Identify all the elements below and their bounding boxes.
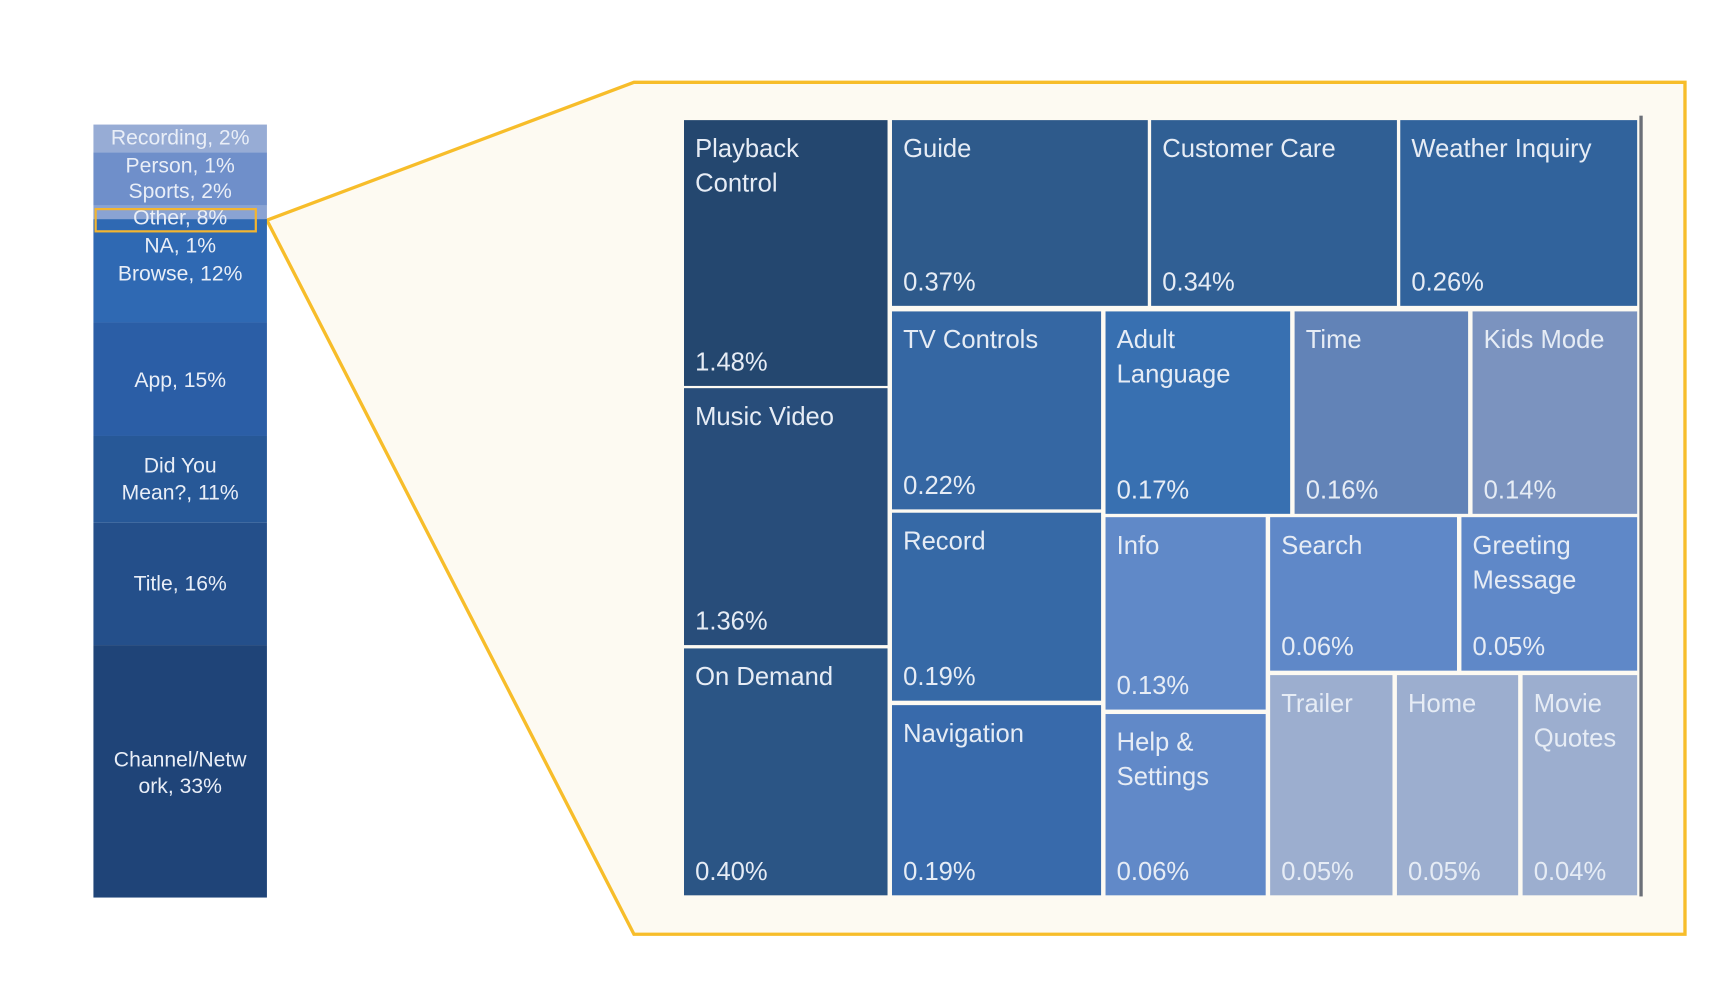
cell-value: 0.19% bbox=[903, 856, 976, 886]
bar-label-title: Title, 16% bbox=[133, 572, 227, 597]
bar-segment bbox=[93, 124, 267, 153]
cell-name: Music Video bbox=[695, 401, 835, 431]
treemap-cell-help-settings: Help & Settings 0.06% bbox=[1105, 714, 1266, 896]
cell-value: 0.26% bbox=[1411, 266, 1484, 296]
cell-name: Help & Settings bbox=[1116, 727, 1210, 791]
treemap-cell-adult-language: Adult Language 0.17% bbox=[1105, 311, 1291, 514]
cell-value: 1.48% bbox=[695, 347, 768, 376]
cell-value: 0.17% bbox=[1116, 474, 1190, 504]
cell-value: 0.34% bbox=[1162, 266, 1235, 296]
bar-label-person: Person, 1% bbox=[125, 154, 235, 178]
bar-label-browse: Browse, 12% bbox=[117, 262, 243, 286]
bar-label-other: Other, 8% bbox=[133, 206, 228, 231]
cell-value: 0.19% bbox=[903, 661, 976, 691]
cell-name: Kids Mode bbox=[1483, 324, 1605, 354]
cell-name: Home bbox=[1408, 688, 1477, 718]
treemap-cell-music-video: Music Video 1.36% bbox=[684, 388, 888, 646]
cell-value: 0.22% bbox=[903, 470, 976, 500]
cell-value: 0.13% bbox=[1116, 670, 1190, 700]
cell-value: 0.14% bbox=[1483, 474, 1557, 504]
cell-name: On Demand bbox=[695, 661, 834, 691]
cell-value: 0.40% bbox=[695, 856, 768, 886]
cell-name: Customer Care bbox=[1162, 133, 1336, 163]
cell-name: TV Controls bbox=[903, 324, 1039, 354]
bar-label-na: NA, 1% bbox=[144, 234, 216, 259]
cell-value: 0.05% bbox=[1472, 631, 1546, 661]
treemap-cell-time: Time 0.16% bbox=[1294, 311, 1469, 514]
bar-label-channel-network: Channel/Netw ork, 33% bbox=[113, 748, 247, 799]
treemap-cell-kids-mode: Kids Mode 0.14% bbox=[1472, 311, 1638, 514]
cell-name: Guide bbox=[903, 133, 972, 163]
cell-value: 0.37% bbox=[903, 266, 976, 296]
bar-label-recording: Recording, 2% bbox=[110, 126, 250, 151]
bar-label-did-you-mean-: Did You Mean?, 11% bbox=[121, 454, 239, 505]
treemap-cell-guide: Guide 0.37% bbox=[891, 120, 1148, 306]
treemap-cell-customer-care: Customer Care 0.34% bbox=[1151, 120, 1397, 306]
cell-name: Search bbox=[1281, 530, 1363, 560]
cell-value: 0.04% bbox=[1533, 856, 1607, 886]
treemap-cell-trailer: Trailer 0.05% bbox=[1270, 675, 1393, 896]
cell-value: 0.05% bbox=[1281, 856, 1354, 886]
cell-name: Trailer bbox=[1281, 688, 1353, 718]
treemap-cell-on-demand: On Demand 0.40% bbox=[684, 648, 888, 896]
highlight-box bbox=[94, 207, 257, 233]
bar-segment bbox=[93, 219, 267, 323]
bar-segment bbox=[93, 322, 267, 436]
bar-segment bbox=[93, 152, 267, 206]
cell-value: 0.06% bbox=[1116, 856, 1190, 886]
treemap-cell-search: Search 0.06% bbox=[1270, 517, 1457, 671]
cell-name: Time bbox=[1305, 324, 1362, 354]
cell-name: Navigation bbox=[903, 718, 1024, 748]
cell-value: 1.36% bbox=[695, 606, 768, 636]
treemap-cell-tv-controls: TV Controls 0.22% bbox=[891, 311, 1102, 510]
bar-segment bbox=[93, 645, 267, 898]
treemap-cell-home: Home 0.05% bbox=[1396, 675, 1519, 896]
cell-name: Adult Language bbox=[1116, 324, 1231, 389]
cell-value: 0.16% bbox=[1305, 474, 1379, 504]
bar-label-sports: Sports, 2% bbox=[128, 180, 232, 204]
treemap-cell-weather-inquiry: Weather Inquiry 0.26% bbox=[1400, 120, 1638, 306]
cell-name: Weather Inquiry bbox=[1411, 133, 1592, 163]
treemap-cell-greeting-message: Greeting Message 0.05% bbox=[1461, 517, 1638, 671]
treemap-cell-movie-quotes: Movie Quotes 0.04% bbox=[1522, 675, 1638, 896]
cell-value: 0.06% bbox=[1281, 631, 1354, 661]
treemap-cell-playback-control: Playback Control 1.48% bbox=[684, 120, 888, 386]
treemap-edge-shadow bbox=[1639, 115, 1643, 897]
bar-segment bbox=[93, 522, 267, 646]
cell-name: Greeting Message bbox=[1472, 530, 1577, 594]
cell-name: Info bbox=[1116, 530, 1160, 560]
cell-name: Playback Control bbox=[695, 133, 799, 197]
bar-label-app: App, 15% bbox=[134, 369, 227, 393]
cell-value: 0.05% bbox=[1408, 856, 1481, 886]
cell-name: Movie Quotes bbox=[1533, 688, 1617, 752]
treemap-cell-info: Info 0.13% bbox=[1105, 517, 1266, 710]
treemap-cell-record: Record 0.19% bbox=[891, 512, 1102, 701]
cell-name: Record bbox=[903, 526, 986, 555]
treemap-cell-navigation: Navigation 0.19% bbox=[891, 705, 1102, 896]
bar-segment bbox=[93, 435, 267, 523]
